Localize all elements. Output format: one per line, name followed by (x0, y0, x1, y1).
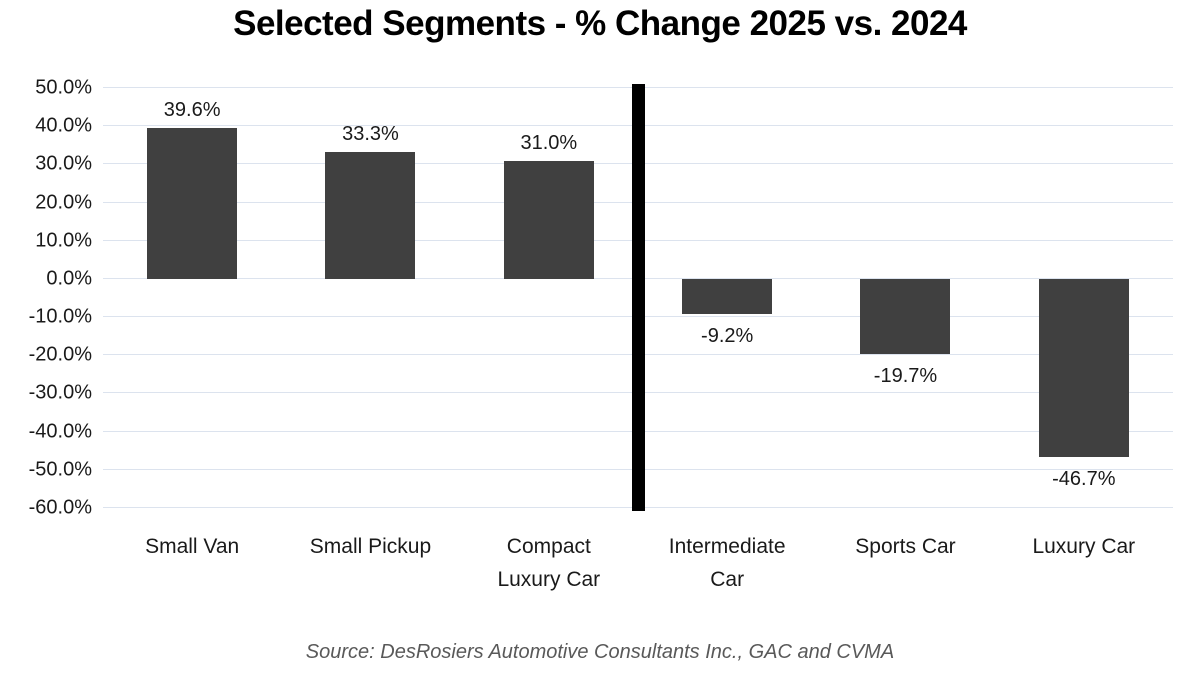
x-axis-slot-small-pickup: Small Pickup (281, 530, 459, 602)
y-axis-tick-label: -50.0% (28, 458, 92, 481)
bar-value-label: -9.2% (701, 325, 754, 348)
y-axis-tick-label: -30.0% (28, 381, 92, 404)
bar-value-label: -19.7% (873, 365, 938, 388)
bar-sports-car (860, 278, 951, 355)
source-note: Source: DesRosiers Automotive Consultant… (305, 641, 895, 663)
bar-value-label: 39.6% (163, 98, 221, 121)
bar-compact-luxury-car (503, 160, 594, 279)
x-axis-label-luxury-car: Luxury Car (1032, 535, 1136, 558)
bar-slot-luxury-car: -46.7% (995, 88, 1173, 508)
x-axis-label-sports-car: Sports Car (855, 535, 956, 558)
bar-value-label: 33.3% (342, 122, 399, 145)
x-axis-slot-sports-car: Sports Car (816, 530, 994, 602)
y-axis-tick-label: 30.0% (35, 152, 92, 175)
x-axis-labels: Small Van Small Pickup Compact Luxury Car I… (103, 530, 1173, 602)
x-axis-label-intermediate-car: Intermediate Car (668, 535, 786, 591)
y-axis-tick-label: 50.0% (35, 76, 92, 99)
y-axis-tick-label: -40.0% (28, 420, 92, 443)
bar-slot-small-pickup: 33.3% (281, 88, 459, 508)
bar-intermediate-car (682, 278, 773, 315)
bar-small-pickup (325, 151, 416, 279)
y-axis-tick-label: 0.0% (46, 267, 92, 290)
y-axis-tick-label: -10.0% (28, 305, 92, 328)
chart-title: Selected Segments - % Change 2025 vs. 20… (233, 4, 967, 43)
bar-slot-intermediate-car: -9.2% (638, 88, 816, 508)
y-axis-tick-label: -60.0% (28, 496, 92, 519)
bar-small-van (147, 127, 238, 279)
bar-value-label: 31.0% (520, 131, 578, 154)
y-axis-labels: 50.0% 40.0% 30.0% 20.0% 10.0% 0.0% -10.0% -20.0… (0, 77, 92, 519)
bar-value-label: -46.7% (1052, 468, 1116, 491)
bar-slot-sports-car: -19.7% (816, 88, 994, 508)
y-axis-tick-label: 40.0% (35, 114, 92, 137)
bar-slot-compact-luxury-car: 31.0% (460, 88, 638, 508)
segment-divider (632, 84, 645, 511)
plot-area: 39.6% 33.3% 31.0% -9.2% -19.7% -46.7% (103, 84, 1173, 511)
x-axis-slot-small-van: Small Van (103, 530, 281, 602)
bar-slot-small-van: 39.6% (103, 88, 281, 508)
x-axis-slot-luxury-car: Luxury Car (995, 530, 1173, 602)
bar-luxury-car (1038, 278, 1129, 458)
x-axis-label-small-van: Small Van (145, 535, 240, 558)
y-axis-tick-label: 10.0% (35, 229, 92, 252)
x-axis-label-compact-luxury-car: Compact Luxury Car (497, 535, 601, 591)
x-axis-slot-intermediate-car: Intermediate Car (638, 530, 816, 602)
x-axis-slot-compact-luxury-car: Compact Luxury Car (460, 530, 638, 602)
y-axis-tick-label: 20.0% (35, 191, 92, 214)
x-axis-label-small-pickup: Small Pickup (309, 535, 432, 558)
y-axis-tick-label: -20.0% (28, 343, 92, 366)
